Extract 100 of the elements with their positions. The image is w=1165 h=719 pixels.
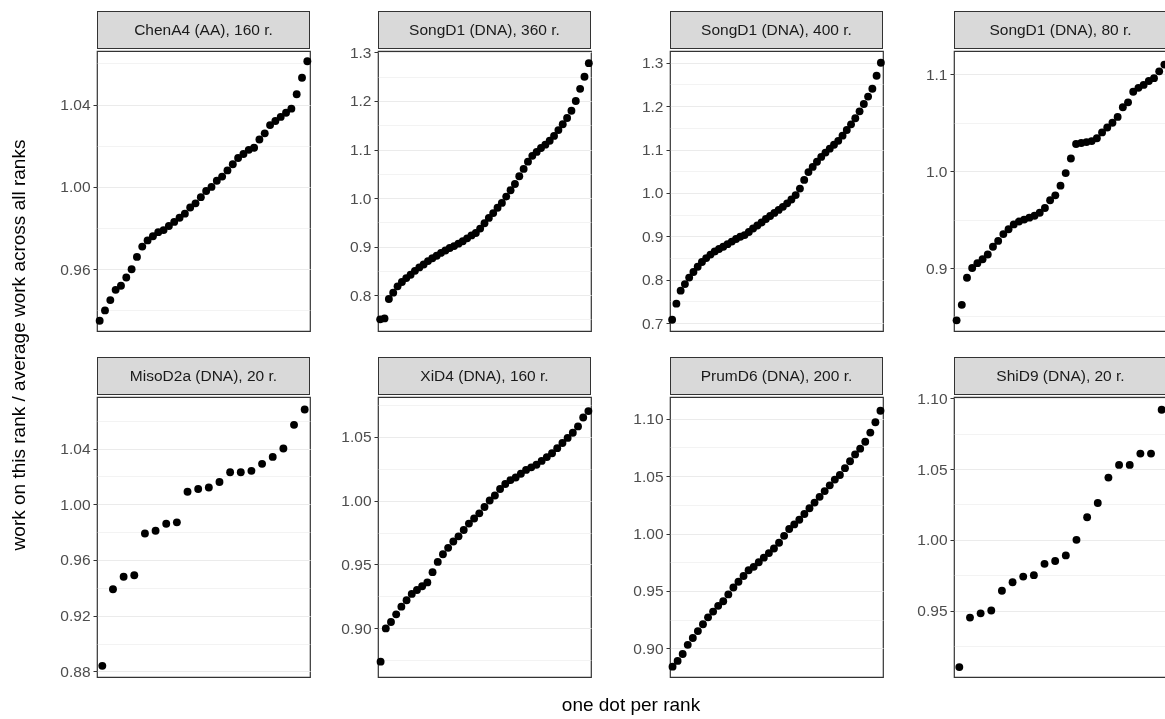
point — [506, 186, 515, 195]
point — [247, 466, 256, 475]
point — [989, 242, 997, 251]
y-tick-label: 1.00 — [917, 531, 948, 549]
point — [859, 100, 868, 108]
y-tick-label: 1.04 — [60, 440, 91, 458]
point — [817, 152, 826, 161]
point — [1104, 473, 1113, 482]
y-tick-label: 1.1 — [349, 141, 372, 159]
point — [542, 453, 551, 462]
point — [151, 526, 160, 535]
y-tick-label: 1.00 — [633, 525, 664, 543]
point — [266, 121, 274, 130]
point — [444, 543, 453, 552]
point — [1115, 460, 1124, 469]
point — [795, 184, 804, 193]
point — [111, 285, 120, 294]
chart-title: ChenA4 (AA), 160 r. — [97, 11, 310, 49]
y-tick-label: 1.1 — [925, 65, 948, 83]
y-tick-label: 1.10 — [917, 389, 948, 407]
point — [1056, 181, 1065, 190]
point — [780, 531, 789, 540]
point — [380, 314, 389, 323]
point — [212, 176, 221, 185]
point — [502, 192, 511, 201]
point — [1125, 460, 1134, 469]
point — [714, 601, 723, 610]
y-tick-label: 0.95 — [341, 555, 372, 573]
point — [963, 273, 971, 282]
point — [1040, 204, 1049, 212]
point — [490, 491, 499, 500]
point — [770, 544, 778, 553]
point — [164, 222, 173, 230]
point — [258, 459, 267, 468]
point — [186, 203, 195, 212]
y-tick-label: 1.04 — [60, 96, 91, 114]
y-tick-label: 1.1 — [641, 141, 664, 159]
point — [271, 117, 280, 125]
point — [1136, 449, 1145, 458]
point — [480, 503, 489, 511]
point — [470, 514, 479, 523]
point — [159, 226, 168, 235]
point — [1008, 578, 1017, 587]
point — [693, 262, 702, 271]
y-tick-label: 0.90 — [341, 619, 372, 637]
y-tick-label: 1.2 — [641, 97, 664, 115]
point — [791, 191, 800, 200]
y-tick-label: 0.96 — [60, 260, 91, 278]
point — [101, 306, 109, 315]
point — [683, 640, 692, 649]
y-tick-label: 1.00 — [60, 178, 91, 196]
point — [515, 172, 524, 181]
point — [1129, 87, 1138, 96]
y-tick-label: 1.10 — [633, 410, 664, 428]
y-tick-label: 0.8 — [349, 286, 372, 304]
y-tick-label: 0.92 — [60, 607, 91, 625]
point — [1098, 128, 1106, 137]
chart-title: XiD4 (DNA), 160 r. — [378, 357, 591, 395]
point — [127, 265, 136, 274]
point — [563, 433, 572, 442]
point — [397, 602, 406, 611]
point — [162, 519, 171, 528]
point — [719, 597, 728, 606]
point — [204, 483, 213, 492]
y-tick-label: 1.2 — [349, 92, 372, 110]
point — [475, 509, 484, 518]
point — [815, 492, 824, 501]
point — [387, 618, 395, 626]
point — [568, 428, 577, 437]
point — [1029, 571, 1038, 580]
point — [968, 264, 977, 272]
y-tick-label: 1.3 — [641, 54, 664, 72]
point — [978, 255, 987, 264]
point — [1019, 572, 1028, 581]
chart-title: SongD1 (DNA), 400 r. — [670, 11, 883, 49]
point — [1113, 112, 1122, 121]
point — [413, 586, 421, 594]
point — [1061, 551, 1070, 560]
point — [668, 315, 677, 324]
point — [550, 131, 558, 140]
point — [381, 624, 390, 633]
point — [957, 300, 966, 309]
point — [119, 572, 128, 581]
point — [138, 242, 147, 251]
point — [98, 661, 107, 670]
chart-title: SongD1 (DNA), 80 r. — [954, 11, 1165, 49]
point — [268, 452, 277, 461]
point — [997, 586, 1006, 595]
point — [729, 583, 738, 592]
point — [489, 209, 498, 218]
point — [191, 199, 200, 208]
point — [563, 114, 572, 122]
point — [228, 160, 237, 169]
point — [775, 538, 783, 547]
point — [813, 157, 821, 166]
point — [574, 422, 582, 431]
point — [175, 213, 184, 222]
point — [868, 84, 877, 93]
point — [223, 166, 232, 175]
point — [524, 157, 532, 166]
